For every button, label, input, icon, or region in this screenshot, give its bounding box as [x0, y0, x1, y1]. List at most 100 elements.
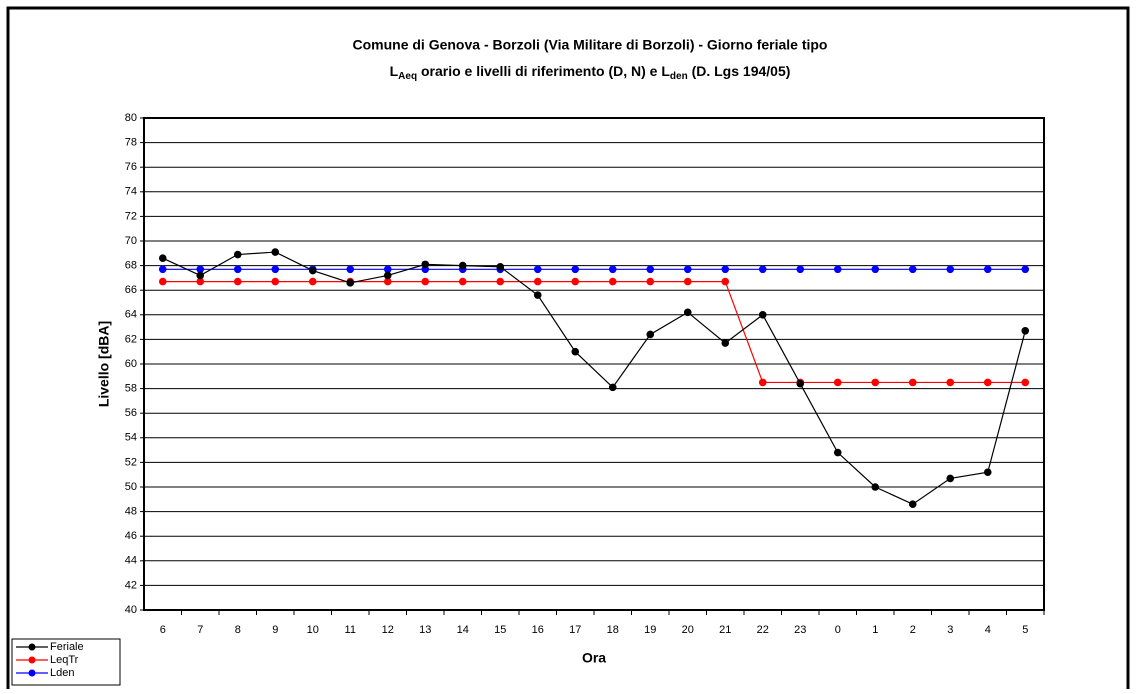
point — [233, 265, 242, 274]
y-tick-label: 40 — [125, 604, 137, 616]
point — [758, 265, 767, 274]
y-tick-label: 46 — [125, 530, 137, 542]
point — [233, 277, 242, 286]
x-tick-label: 0 — [835, 624, 841, 636]
point — [233, 250, 242, 259]
subtitle-part: (D. Lgs 194/05) — [688, 63, 791, 79]
point — [646, 277, 655, 286]
series-line — [162, 280, 1026, 384]
point — [871, 265, 880, 274]
x-tick-label: 18 — [607, 624, 619, 636]
x-tick-label: 13 — [419, 624, 431, 636]
x-tick-label: 14 — [457, 624, 469, 636]
point — [683, 277, 692, 286]
point — [421, 277, 430, 286]
point — [646, 265, 655, 274]
y-tick-label: 44 — [125, 555, 137, 567]
x-tick-label: 11 — [345, 624, 356, 636]
x-tick-label: 3 — [947, 624, 953, 636]
y-tick-label: 64 — [125, 309, 137, 321]
point — [683, 308, 692, 317]
point — [758, 311, 767, 319]
point — [908, 378, 917, 387]
y-tick-label: 52 — [125, 456, 137, 468]
legend-label: Lden — [50, 667, 74, 679]
point — [571, 347, 580, 356]
point — [721, 339, 730, 347]
y-tick-label: 78 — [125, 137, 137, 149]
x-tick-label: 16 — [532, 624, 544, 636]
y-axis-label: Livello [dBA] — [96, 321, 112, 407]
point — [908, 265, 917, 274]
point — [158, 277, 167, 286]
point — [833, 265, 842, 274]
y-tick-label: 48 — [125, 506, 137, 518]
legend-marker — [28, 643, 36, 651]
x-tick-label: 15 — [494, 624, 506, 636]
point — [871, 483, 880, 491]
series-line — [162, 251, 1026, 505]
x-tick-label: 17 — [569, 624, 581, 636]
point — [1021, 378, 1030, 387]
point — [608, 383, 617, 392]
point — [308, 277, 317, 286]
point — [496, 263, 505, 271]
point — [458, 261, 467, 270]
point — [271, 248, 280, 256]
point — [908, 500, 917, 509]
x-tick-label: 6 — [160, 624, 166, 636]
point — [533, 291, 542, 299]
y-tick-label: 54 — [125, 432, 137, 444]
y-tick-label: 60 — [125, 358, 137, 370]
y-tick-label: 50 — [125, 481, 137, 493]
point — [833, 448, 842, 457]
y-tick-label: 42 — [125, 579, 137, 591]
point — [946, 474, 955, 483]
point — [683, 265, 692, 274]
y-tick-label: 66 — [125, 284, 137, 296]
point — [271, 265, 280, 274]
point — [458, 277, 467, 286]
point — [196, 265, 205, 274]
point — [983, 265, 992, 274]
x-tick-label: 19 — [644, 624, 656, 636]
x-tick-label: 23 — [794, 624, 806, 636]
point — [158, 265, 167, 274]
point — [721, 265, 730, 274]
point — [796, 265, 805, 274]
point — [796, 379, 805, 388]
point — [496, 277, 505, 286]
x-tick-label: 12 — [382, 624, 394, 636]
legend-label: Feriale — [50, 641, 84, 653]
x-tick-label: 20 — [682, 624, 694, 636]
y-tick-label: 70 — [125, 235, 137, 247]
point — [946, 265, 955, 274]
x-tick-label: 22 — [757, 624, 769, 636]
x-tick-label: 5 — [1022, 624, 1028, 636]
point — [1021, 326, 1030, 335]
point — [158, 254, 167, 263]
x-axis-label: Ora — [582, 650, 606, 666]
point — [271, 277, 280, 286]
x-tick-label: 9 — [272, 624, 278, 636]
frame — [6, 6, 1130, 689]
point — [1021, 265, 1030, 274]
point — [196, 277, 205, 286]
point — [608, 265, 617, 274]
point — [571, 277, 580, 286]
x-tick-label: 21 — [719, 624, 731, 636]
y-tick-label: 74 — [125, 186, 137, 198]
subtitle-part: orario e livelli di riferimento (D, N) e… — [417, 63, 670, 79]
subtitle-part: den — [670, 71, 688, 82]
x-tick-label: 8 — [235, 624, 241, 636]
point — [533, 265, 542, 274]
legend-marker — [28, 669, 36, 677]
point — [346, 265, 355, 274]
point — [346, 279, 355, 287]
point — [871, 378, 880, 387]
point — [946, 378, 955, 387]
y-tick-label: 80 — [125, 112, 137, 124]
x-tick-label: 2 — [910, 624, 916, 636]
x-tick-label: 1 — [872, 624, 878, 636]
